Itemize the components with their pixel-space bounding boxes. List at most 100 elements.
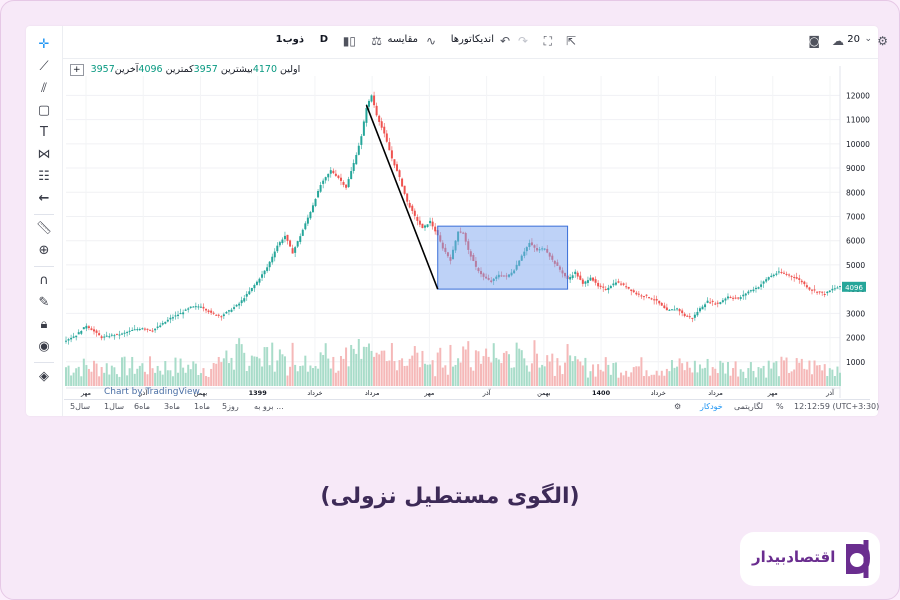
candle-body: [482, 273, 485, 277]
candle-body: [770, 275, 773, 277]
candle-body: [515, 264, 518, 270]
volume-bar: [821, 370, 824, 386]
popout-icon[interactable]: ⇱: [565, 34, 576, 48]
volume-bar: [513, 367, 516, 386]
candle-body: [406, 193, 409, 202]
volume-bar: [642, 376, 645, 386]
bottom-bar: 5سال 1سال 6ماه 3ماه 1ماه 5روز برو به ...…: [64, 399, 879, 414]
candle-body: [253, 284, 256, 289]
candle-body: [149, 329, 152, 331]
goto-date[interactable]: برو به ...: [254, 402, 284, 411]
candle-body: [174, 315, 177, 317]
forecast-tool-icon[interactable]: ☷: [38, 169, 50, 184]
volume-bar: [411, 355, 414, 386]
range-3m[interactable]: 3ماه: [164, 402, 181, 411]
range-1y[interactable]: 1سال: [104, 402, 125, 411]
lock-icon[interactable]: 🔒︎: [40, 317, 48, 332]
candle-body: [772, 274, 775, 277]
candle-body: [793, 277, 796, 279]
log-scale-button[interactable]: لگاریتمی: [734, 402, 764, 411]
volume-bar: [500, 363, 503, 386]
candle-body: [502, 275, 505, 277]
volume-bar: [566, 344, 569, 386]
volume-bar: [528, 371, 531, 386]
y-tick-label: 4000: [846, 285, 865, 294]
zoom-in-icon[interactable]: ⊕: [38, 243, 50, 258]
volume-bar: [421, 350, 424, 386]
volume-bar: [490, 362, 493, 386]
zoom-value[interactable]: 20: [847, 34, 860, 45]
redo-icon[interactable]: ↷: [517, 34, 528, 48]
compare-button[interactable]: مقایسه: [387, 34, 418, 45]
eye-icon[interactable]: ◉: [38, 339, 50, 354]
fullscreen-icon[interactable]: ⛶: [543, 34, 552, 48]
back-arrow-icon[interactable]: ←: [38, 191, 50, 206]
candle-body: [726, 296, 729, 299]
volume-bar: [826, 375, 829, 386]
candle-body: [416, 217, 419, 221]
volume-bar: [378, 354, 381, 386]
volume-bar: [227, 363, 230, 386]
range-1m[interactable]: 1ماه: [194, 402, 211, 411]
drop-trendline: [365, 104, 439, 290]
cloud-icon[interactable]: ☁: [832, 34, 844, 48]
volume-bar: [831, 369, 834, 386]
range-5d[interactable]: 5روز: [222, 402, 239, 411]
candle-body: [581, 279, 584, 284]
price-chart[interactable]: 1000 2000 3000 4000 5000 6000 7000 8000 9000 1000…: [26, 26, 878, 416]
magnet-icon[interactable]: ∩: [39, 273, 49, 288]
compare-icon[interactable]: ⚖: [371, 34, 382, 48]
rectangle-tool-icon[interactable]: ▢: [37, 103, 51, 118]
candle-body: [184, 309, 187, 311]
volume-bar: [337, 370, 340, 386]
undo-icon[interactable]: ↶: [499, 34, 510, 48]
range-6m[interactable]: 6ماه: [134, 402, 151, 411]
candles-icon[interactable]: ▮▯: [342, 34, 356, 48]
volume-bar: [360, 358, 363, 386]
volume-bar: [154, 372, 157, 386]
candle-body: [161, 323, 164, 325]
timezone-clock[interactable]: 12:12:59 (UTC+3:30): [794, 402, 880, 411]
auto-scale-button[interactable]: خودکار: [700, 402, 723, 411]
camera-icon[interactable]: ◙: [808, 34, 820, 48]
volume-bar: [805, 369, 808, 386]
settings-gear-icon[interactable]: ⚙: [877, 34, 888, 48]
candle-body: [462, 232, 465, 234]
lock-drawings-icon[interactable]: ✎: [38, 295, 50, 310]
symbol-label[interactable]: ذوب1: [275, 34, 304, 45]
text-tool-icon[interactable]: T: [40, 125, 48, 140]
indicators-icon[interactable]: ∿: [425, 34, 436, 48]
candle-body: [714, 303, 717, 305]
layers-icon[interactable]: ◈: [39, 369, 49, 384]
volume-bar: [169, 370, 172, 386]
volume-bar: [294, 364, 297, 386]
settings-small-icon[interactable]: ⚙: [674, 402, 682, 411]
candle-body: [709, 302, 712, 304]
y-tick-label: 12000: [846, 91, 870, 100]
percent-scale-button[interactable]: %: [776, 402, 784, 411]
candle-body: [660, 302, 663, 306]
volume-bar: [482, 356, 485, 386]
chevron-down-icon[interactable]: ⌄: [864, 34, 872, 44]
interval-button[interactable]: D: [319, 34, 328, 45]
candle-body: [622, 283, 625, 285]
pattern-tool-icon[interactable]: ⋈: [37, 147, 51, 162]
trendline-tool-icon[interactable]: ⟋: [39, 59, 49, 74]
candle-body: [818, 291, 821, 293]
volume-bar: [622, 375, 625, 386]
crosshair-icon[interactable]: ✛: [38, 37, 50, 52]
legend-toggle-icon[interactable]: +: [70, 64, 84, 76]
indicators-button[interactable]: اندیکاتورها: [450, 34, 494, 45]
fib-tool-icon[interactable]: ⫽: [41, 81, 47, 96]
candle-body: [138, 328, 141, 330]
candle-body: [110, 334, 113, 336]
volume-bar: [683, 370, 686, 386]
range-5y[interactable]: 5سال: [70, 402, 91, 411]
candle-body: [668, 309, 671, 311]
candle-body: [408, 202, 411, 208]
ruler-icon[interactable]: 📏︎: [35, 221, 53, 236]
volume-bar: [306, 371, 309, 386]
candle-body: [513, 270, 516, 274]
candle-body: [757, 287, 760, 289]
candle-body: [65, 340, 67, 342]
